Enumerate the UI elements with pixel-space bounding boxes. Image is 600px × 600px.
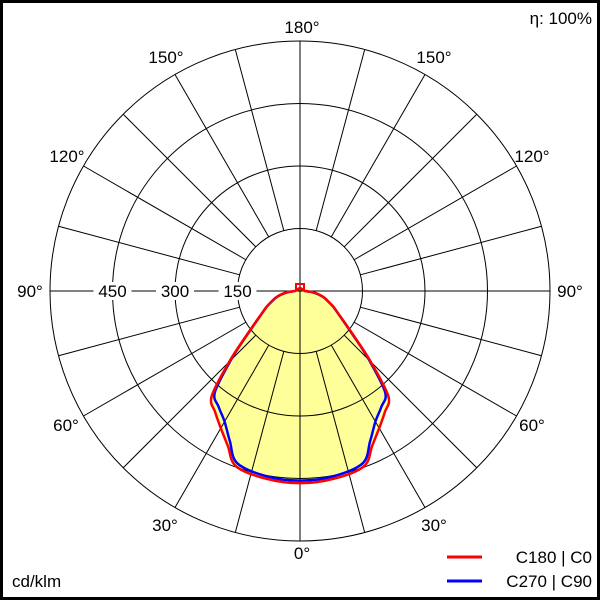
series-curve-c180-c0	[209, 286, 391, 485]
angle-label: 150°	[148, 48, 183, 67]
grid-spoke-165	[315, 49, 366, 231]
grid-spoke-135	[343, 113, 478, 248]
angle-label: 90°	[17, 282, 43, 301]
legend-label-c270-c90: C270 | C90	[506, 572, 592, 591]
radial-label-bg	[218, 282, 257, 300]
angle-label: 0°	[294, 544, 310, 563]
grid-spoke-30	[330, 344, 426, 508]
angle-label: 60°	[53, 416, 79, 435]
grid-spoke-15	[315, 351, 366, 533]
grid-spoke-345	[234, 351, 285, 533]
grid-spoke-255	[58, 225, 240, 276]
radial-tick-label: 450	[98, 282, 126, 301]
radial-tick-label: 150	[223, 282, 251, 301]
polar-chart-frame: 0° 30° 30° 60° 60° 90° 90° 120° 120° 150° 150° 180°…	[3, 3, 597, 597]
angle-label: 150°	[416, 48, 451, 67]
grid-spoke-120	[353, 165, 517, 261]
luminous-intensity-polar-chart: 0° 30° 30° 60° 60° 90° 90° 120° 120° 150° 150° 180°…	[12, 9, 592, 591]
grid-spoke-330	[174, 344, 270, 508]
unit-label: cd/klm	[12, 572, 61, 591]
grid-spoke-75	[360, 306, 542, 357]
legend-label-c180-c0: C180 | C0	[516, 548, 592, 567]
angle-label: 30°	[421, 516, 447, 535]
grid-spoke-150	[330, 74, 426, 238]
grid-spoke-240	[83, 165, 247, 261]
angle-label: 180°	[284, 18, 319, 37]
radial-tick-label: 300	[161, 282, 189, 301]
angle-label: 30°	[152, 516, 178, 535]
grid-spoke-210	[174, 74, 270, 238]
radial-label-bg	[93, 282, 132, 300]
grid-spoke-105	[360, 225, 542, 276]
angle-label: 120°	[49, 147, 84, 166]
legend: C180 | C0 C270 | C90	[447, 548, 592, 591]
grid-spoke-285	[58, 306, 240, 357]
grid-spoke-60	[353, 321, 517, 417]
angle-label: 90°	[557, 282, 583, 301]
series-top-marker	[295, 283, 305, 290]
grid-spoke-225	[122, 113, 257, 248]
angle-label: 120°	[514, 147, 549, 166]
grid-spoke-300	[83, 321, 247, 417]
efficiency-label: η: 100%	[530, 9, 592, 28]
radial-label-bg	[156, 282, 194, 300]
grid-spoke-195	[234, 49, 285, 231]
angle-label: 60°	[519, 416, 545, 435]
